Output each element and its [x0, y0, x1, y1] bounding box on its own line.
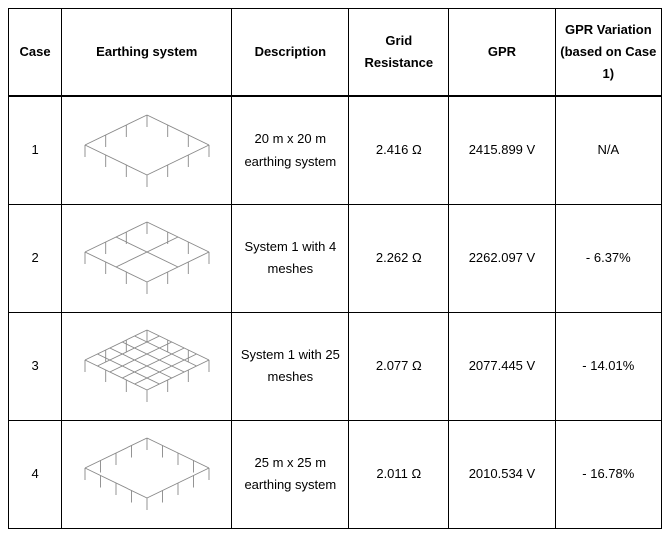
- cell-resistance: 2.011 Ω: [349, 420, 449, 528]
- cell-case: 1: [9, 96, 62, 204]
- earthing-diagram-icon: [72, 212, 222, 304]
- table-row: 4 25 m x 25 m earthing system2.011 Ω2010.…: [9, 420, 662, 528]
- earthing-diagram-icon: [72, 428, 222, 520]
- cell-description: 20 m x 20 m earthing system: [232, 96, 349, 204]
- cell-description: System 1 with 4 meshes: [232, 204, 349, 312]
- table-row: 3 System 1 with 25 meshes2.077 Ω2077.445 …: [9, 312, 662, 420]
- cell-case: 2: [9, 204, 62, 312]
- cell-earthing-system: [62, 420, 232, 528]
- header-system: Earthing system: [62, 9, 232, 97]
- header-description: Description: [232, 9, 349, 97]
- cell-gpr: 2262.097 V: [449, 204, 555, 312]
- header-resistance: Grid Resistance: [349, 9, 449, 97]
- cell-resistance: 2.262 Ω: [349, 204, 449, 312]
- cell-resistance: 2.416 Ω: [349, 96, 449, 204]
- cell-variation: N/A: [555, 96, 661, 204]
- header-case: Case: [9, 9, 62, 97]
- cell-gpr: 2077.445 V: [449, 312, 555, 420]
- cell-variation: - 6.37%: [555, 204, 661, 312]
- cell-gpr: 2010.534 V: [449, 420, 555, 528]
- header-variation: GPR Variation (based on Case 1): [555, 9, 661, 97]
- cell-description: 25 m x 25 m earthing system: [232, 420, 349, 528]
- cell-resistance: 2.077 Ω: [349, 312, 449, 420]
- cell-gpr: 2415.899 V: [449, 96, 555, 204]
- cell-case: 3: [9, 312, 62, 420]
- earthing-diagram-icon: [72, 320, 222, 412]
- cell-case: 4: [9, 420, 62, 528]
- earthing-diagram-icon: [72, 105, 222, 197]
- cell-earthing-system: [62, 96, 232, 204]
- header-gpr: GPR: [449, 9, 555, 97]
- cell-earthing-system: [62, 312, 232, 420]
- table-row: 2 System 1 with 4 meshes2.262 Ω2262.097 V…: [9, 204, 662, 312]
- cell-description: System 1 with 25 meshes: [232, 312, 349, 420]
- table-row: 1 20 m x 20 m earthing system2.416 Ω2415.…: [9, 96, 662, 204]
- cell-variation: - 16.78%: [555, 420, 661, 528]
- table-body: 1 20 m x 20 m earthing system2.416 Ω2415.…: [9, 96, 662, 528]
- cell-variation: - 14.01%: [555, 312, 661, 420]
- cell-earthing-system: [62, 204, 232, 312]
- header-row: Case Earthing system Description Grid Re…: [9, 9, 662, 97]
- earthing-table: Case Earthing system Description Grid Re…: [8, 8, 662, 529]
